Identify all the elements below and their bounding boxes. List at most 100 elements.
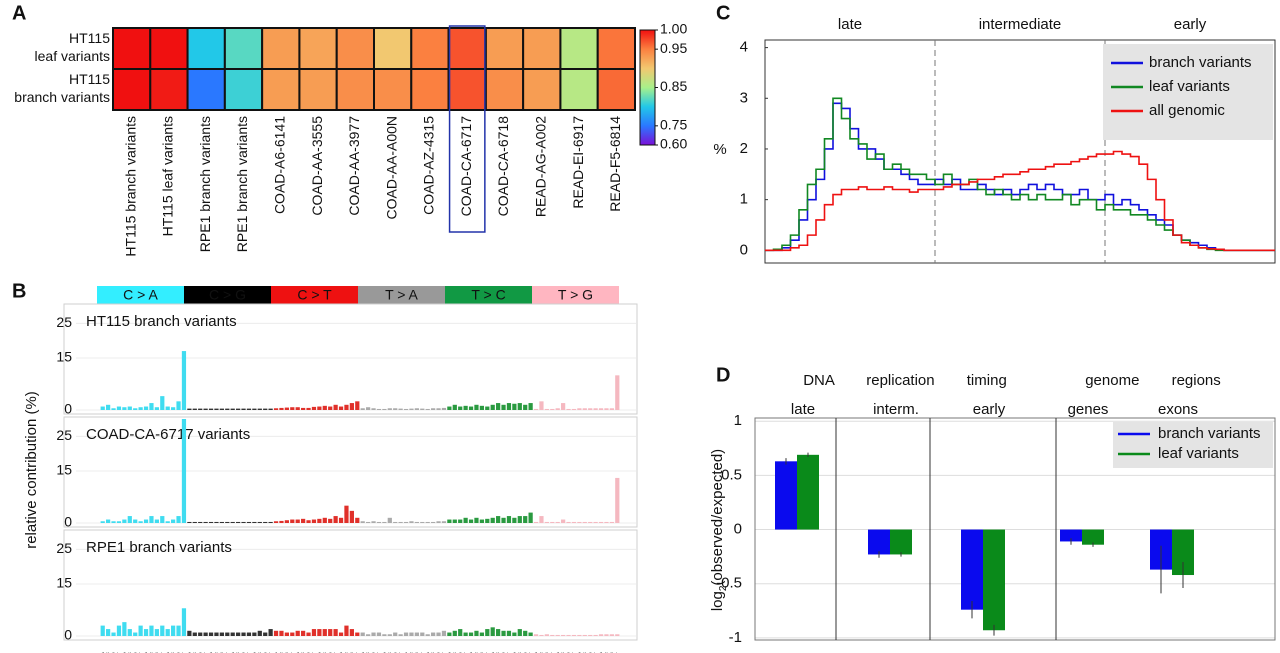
x-tick-label: CTA [555,652,560,653]
bar [143,629,149,636]
legend-label: branch variants [1158,425,1261,442]
bar [566,634,571,636]
bar [414,408,419,410]
bar [230,521,235,523]
row-label: HT115 [69,71,110,87]
bar [577,634,582,636]
bar [436,408,441,410]
bar [338,632,344,636]
column-label: COAD-AZ-4315 [421,116,437,215]
x-tick-label: CCC [300,652,305,653]
bar [257,521,262,523]
group-header [97,286,184,304]
bar [479,632,484,636]
y-tick-label: 15 [56,575,72,591]
y-tick-label: 25 [56,540,72,556]
bar [512,403,517,410]
heatmap-cell [373,27,413,70]
x-tick-label: TTT [614,651,619,653]
bar [366,634,371,636]
bar [431,632,436,636]
bar [403,632,409,636]
x-tick-label: GTT [506,651,511,653]
bar [328,406,333,410]
bar [452,519,457,523]
subpanel-title: HT115 branch variants [86,313,237,330]
x-tick-label: ATA [533,652,538,653]
y-axis-label: log2(observed/expected) [709,449,729,611]
bar [436,521,441,523]
bar [890,529,912,555]
bar [165,521,170,523]
bar [143,519,149,523]
bar [295,519,300,523]
x-tick-label: TCA [251,652,256,653]
bar [257,408,262,410]
bar [447,406,452,410]
bar [252,408,257,410]
bar [436,632,441,636]
bar [387,517,392,523]
bar [360,521,365,523]
bar [797,454,819,530]
category-label: genes [1068,401,1109,418]
bar [539,516,544,523]
bar [176,625,181,636]
bar [208,521,214,523]
bar [452,404,457,410]
bar [441,521,447,523]
bar [474,630,479,636]
bar [154,519,159,523]
group-header [184,286,271,304]
bar [539,634,544,636]
bar [116,521,122,523]
bar [246,521,252,523]
bar [485,406,490,410]
bar [566,408,571,410]
column-label: HT115 branch variants [122,116,138,257]
legend-box [1113,422,1273,468]
bar [474,517,479,523]
heatmap-cell [484,27,525,70]
bar [214,521,219,523]
bar [523,516,528,523]
category-label: early [973,401,1006,418]
bar [403,408,409,410]
group-header-label: C > G [209,287,246,303]
bar [311,629,317,636]
y-tick-label: 0.5 [721,466,742,483]
bar [496,629,501,636]
bar [371,408,376,410]
bar [279,520,284,523]
column-label: RPE1 branch variants [197,116,213,252]
bar [160,516,165,523]
bar [349,629,354,636]
bar [550,521,555,523]
x-tick-label: GCA [230,652,235,653]
step-line [765,150,1275,252]
heatmap-cell [596,68,637,111]
bar [571,408,577,410]
x-tick-label: CCC [214,652,219,653]
bar [149,516,154,523]
bar [593,521,598,523]
bar [555,521,560,523]
bar [463,632,468,636]
heatmap-cell [335,27,376,70]
legend-label: leaf variants [1149,78,1230,95]
bar [582,634,587,636]
section-label: late [838,16,862,33]
x-tick-label: ACC [279,652,284,653]
bar [301,407,306,410]
bar [236,521,241,523]
x-tick-label: GCT [246,651,251,653]
group-title: DNA replication timing [803,372,1007,389]
x-tick-label: CTC [560,652,565,653]
x-tick-label: CTA [381,652,386,653]
x-tick-label: TCC [170,652,175,653]
x-tick-label: CCA [295,652,300,653]
x-tick-label: GCC [149,652,154,653]
bar [420,521,425,523]
bar [523,404,528,410]
group-title: genome regions [1085,372,1221,389]
